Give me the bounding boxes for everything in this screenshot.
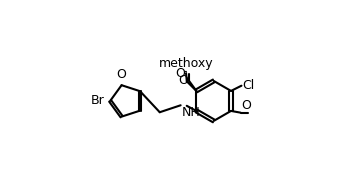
Text: O: O — [241, 99, 251, 112]
Text: Cl: Cl — [242, 79, 254, 92]
Text: methoxy: methoxy — [159, 57, 213, 70]
Text: Br: Br — [90, 94, 104, 107]
Text: methoxy: methoxy — [189, 71, 196, 72]
Text: methoxy_top: methoxy_top — [185, 71, 194, 73]
Text: NH: NH — [182, 106, 200, 119]
Text: O: O — [175, 67, 185, 80]
Text: O: O — [179, 74, 188, 88]
Text: O: O — [117, 68, 127, 81]
